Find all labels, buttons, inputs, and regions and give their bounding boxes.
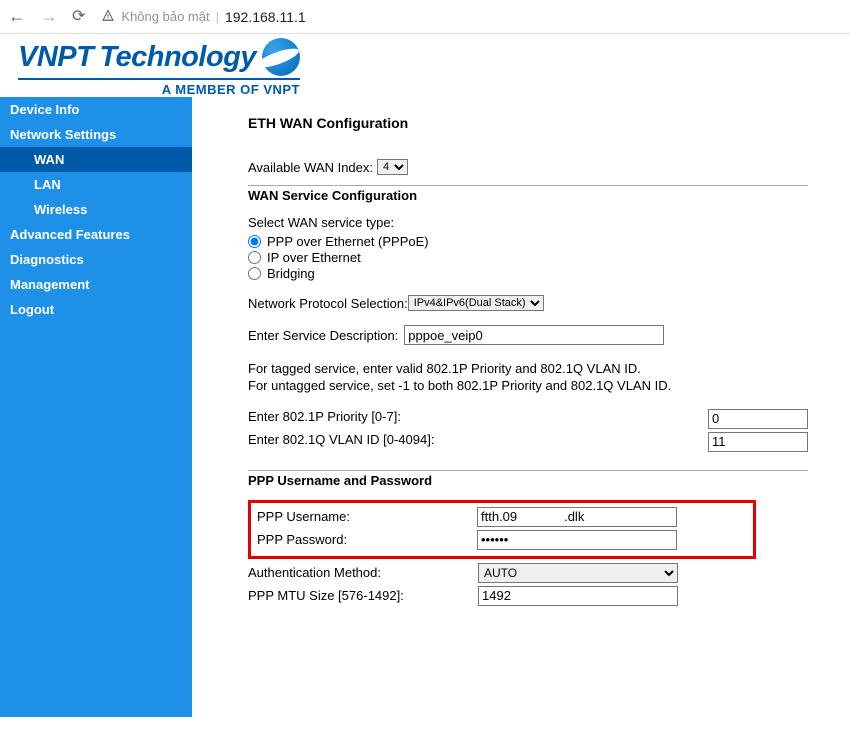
- url-divider: |: [216, 9, 219, 24]
- protocol-label: Network Protocol Selection:: [248, 296, 408, 311]
- note-line1: For tagged service, enter valid 802.1P P…: [248, 361, 850, 378]
- sidebar-item-diagnostics[interactable]: Diagnostics: [0, 247, 192, 272]
- ppp-section-title: PPP Username and Password: [248, 470, 808, 488]
- insecure-icon: [101, 8, 115, 25]
- logo-block: VNPT Technology A MEMBER OF VNPT: [18, 38, 300, 97]
- url-text: 192.168.11.1: [225, 9, 306, 25]
- sidebar-item-advanced[interactable]: Advanced Features: [0, 222, 192, 247]
- auth-label: Authentication Method:: [248, 565, 478, 580]
- logo-tech: Technology: [99, 41, 256, 74]
- ppp-user-label: PPP Username:: [257, 509, 477, 524]
- service-type-radios: PPP over Ethernet (PPPoE) IP over Ethern…: [248, 234, 850, 281]
- ppp-highlight: PPP Username: PPP Password:: [248, 500, 756, 559]
- priority-label: Enter 802.1P Priority [0-7]:: [248, 409, 708, 429]
- radio-ipoe-label: IP over Ethernet: [267, 250, 361, 265]
- service-type-label: Select WAN service type:: [248, 215, 850, 230]
- mtu-input[interactable]: [478, 586, 678, 606]
- vlan-note: For tagged service, enter valid 802.1P P…: [248, 361, 850, 395]
- logo-icon: [262, 38, 300, 76]
- sidebar-item-logout[interactable]: Logout: [0, 297, 192, 322]
- logo-brand: VNPT: [18, 41, 93, 74]
- vlan-input[interactable]: [708, 432, 808, 452]
- radio-pppoe[interactable]: [248, 235, 261, 248]
- ppp-user-input[interactable]: [477, 507, 677, 527]
- note-line2: For untagged service, set -1 to both 802…: [248, 378, 850, 395]
- wan-service-title: WAN Service Configuration: [248, 185, 808, 203]
- page-header: VNPT Technology A MEMBER OF VNPT: [0, 34, 850, 97]
- vlan-label: Enter 802.1Q VLAN ID [0-4094]:: [248, 432, 708, 452]
- sidebar-item-lan[interactable]: LAN: [0, 172, 192, 197]
- forward-icon: →: [40, 6, 58, 27]
- sidebar-item-management[interactable]: Management: [0, 272, 192, 297]
- radio-bridging-label: Bridging: [267, 266, 315, 281]
- logo-subtitle: A MEMBER OF VNPT: [162, 82, 300, 97]
- protocol-select[interactable]: IPv4&IPv6(Dual Stack): [408, 295, 544, 311]
- available-wan-select[interactable]: 4: [377, 159, 408, 175]
- ppp-pass-label: PPP Password:: [257, 532, 477, 547]
- insecure-label: Không bảo mật: [121, 9, 209, 24]
- sidebar-item-device-info[interactable]: Device Info: [0, 97, 192, 122]
- auth-select[interactable]: AUTO: [478, 563, 678, 583]
- radio-bridging[interactable]: [248, 267, 261, 280]
- service-desc-input[interactable]: [404, 325, 664, 345]
- sidebar-item-network-settings[interactable]: Network Settings: [0, 122, 192, 147]
- address-bar[interactable]: Không bảo mật | 192.168.11.1: [97, 8, 842, 25]
- mtu-label: PPP MTU Size [576-1492]:: [248, 588, 478, 603]
- available-wan-label: Available WAN Index:: [248, 160, 373, 175]
- ppp-pass-input[interactable]: [477, 530, 677, 550]
- back-icon[interactable]: ←: [8, 6, 26, 27]
- page-title: ETH WAN Configuration: [248, 115, 850, 131]
- priority-input[interactable]: [708, 409, 808, 429]
- radio-ipoe[interactable]: [248, 251, 261, 264]
- sidebar: Device Info Network Settings WAN LAN Wir…: [0, 97, 192, 717]
- reload-icon[interactable]: ⟳: [72, 6, 85, 27]
- browser-toolbar: ← → ⟳ Không bảo mật | 192.168.11.1: [0, 0, 850, 34]
- sidebar-item-wireless[interactable]: Wireless: [0, 197, 192, 222]
- content-area: ETH WAN Configuration Available WAN Inde…: [192, 97, 850, 717]
- service-desc-label: Enter Service Description:: [248, 328, 398, 343]
- sidebar-item-wan[interactable]: WAN: [0, 147, 192, 172]
- radio-pppoe-label: PPP over Ethernet (PPPoE): [267, 234, 429, 249]
